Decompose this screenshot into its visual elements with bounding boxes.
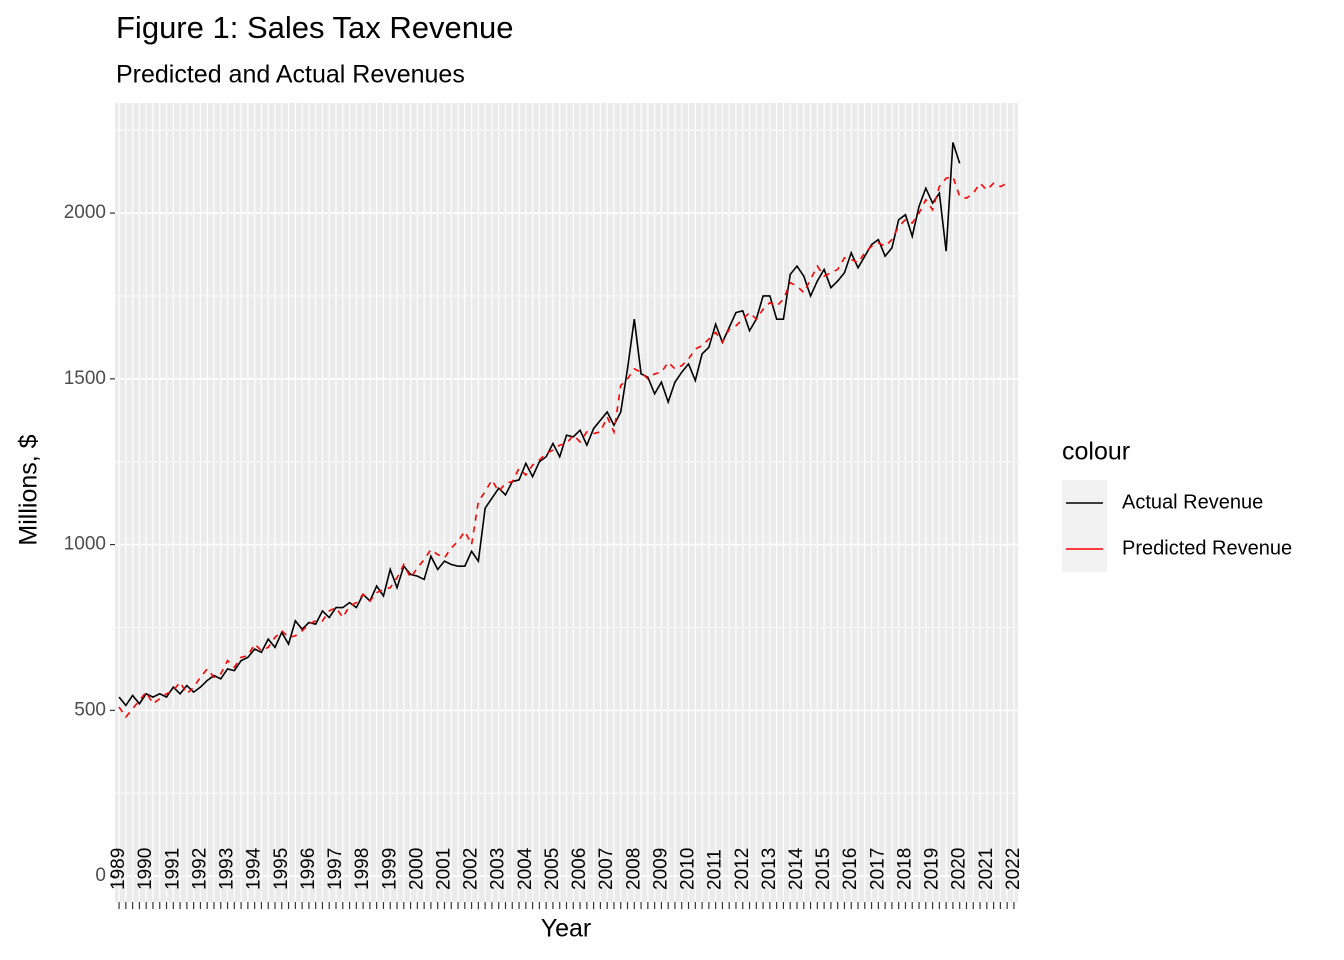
- x-axis-title: Year: [541, 915, 592, 943]
- x-tick-label: 2012: [732, 848, 753, 890]
- x-tick-label: 2003: [488, 848, 509, 890]
- x-tick-label: 2015: [813, 848, 834, 890]
- y-tick-label: 1000: [64, 534, 106, 555]
- x-tick-label: 2002: [461, 848, 482, 890]
- x-tick-label: 1995: [271, 848, 292, 890]
- x-tick-label: 1991: [162, 848, 183, 890]
- x-tick-label: 2004: [515, 847, 536, 890]
- x-tick-label: 1992: [189, 848, 210, 890]
- x-tick-label: 2007: [596, 848, 617, 890]
- x-tick-label: 1989: [108, 848, 129, 890]
- x-tick-label: 2022: [1003, 848, 1024, 890]
- x-tick-label: 1998: [352, 848, 373, 890]
- y-tick-label: 2000: [64, 202, 106, 223]
- chart-subtitle: Predicted and Actual Revenues: [116, 61, 465, 89]
- series-line: [118, 142, 961, 707]
- legend-label: Predicted Revenue: [1122, 537, 1292, 559]
- x-tick-label: 2013: [759, 848, 780, 890]
- x-tick-label: 1994: [244, 847, 265, 890]
- legend-label: Actual Revenue: [1122, 491, 1263, 513]
- x-tick-label: 2017: [867, 848, 888, 890]
- x-tick-label: 2021: [976, 848, 997, 890]
- x-tick-label: 1999: [379, 848, 400, 890]
- x-tick-label: 2008: [623, 848, 644, 890]
- x-tick-label: 2010: [678, 848, 699, 890]
- x-tick-label: 2016: [840, 848, 861, 890]
- x-tick-label: 1997: [325, 848, 346, 890]
- x-tick-label: 2020: [949, 848, 970, 890]
- x-tick-label: 2005: [542, 848, 563, 890]
- x-tick-label: 2019: [922, 848, 943, 890]
- x-tick-label: 2006: [569, 848, 590, 890]
- y-tick-label: 500: [74, 699, 106, 720]
- series-line: [118, 175, 1008, 719]
- x-tick-label: 2009: [650, 848, 671, 890]
- x-tick-label: 2011: [705, 849, 726, 890]
- y-axis-title: Millions, $: [15, 434, 43, 545]
- legend-title: colour: [1062, 438, 1130, 466]
- x-tick-label: 2000: [406, 848, 427, 890]
- x-tick-label: 2014: [786, 847, 807, 890]
- chart-title: Figure 1: Sales Tax Revenue: [116, 10, 514, 45]
- x-tick-label: 1993: [217, 848, 238, 890]
- y-tick-label: 1500: [64, 368, 106, 389]
- x-tick-label: 1996: [298, 848, 319, 890]
- x-tick-label: 1990: [135, 848, 156, 890]
- x-tick-label: 2001: [433, 848, 454, 890]
- y-tick-label: 0: [95, 865, 106, 886]
- x-tick-label: 2018: [894, 848, 915, 890]
